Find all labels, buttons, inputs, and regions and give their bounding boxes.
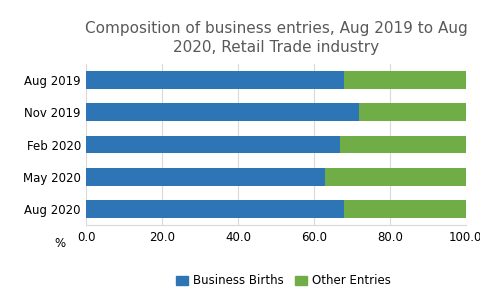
Bar — [325, 168, 466, 186]
Bar — [86, 168, 325, 186]
Bar — [86, 200, 344, 218]
Bar — [344, 200, 466, 218]
Bar — [344, 71, 466, 89]
Bar — [86, 71, 344, 89]
Title: Composition of business entries, Aug 2019 to Aug
2020, Retail Trade industry: Composition of business entries, Aug 201… — [84, 21, 468, 55]
Bar — [360, 103, 466, 121]
Legend: Business Births, Other Entries: Business Births, Other Entries — [176, 275, 391, 288]
Bar — [86, 103, 360, 121]
Bar — [86, 136, 340, 153]
X-axis label: %: % — [54, 237, 65, 250]
Bar — [340, 136, 466, 153]
